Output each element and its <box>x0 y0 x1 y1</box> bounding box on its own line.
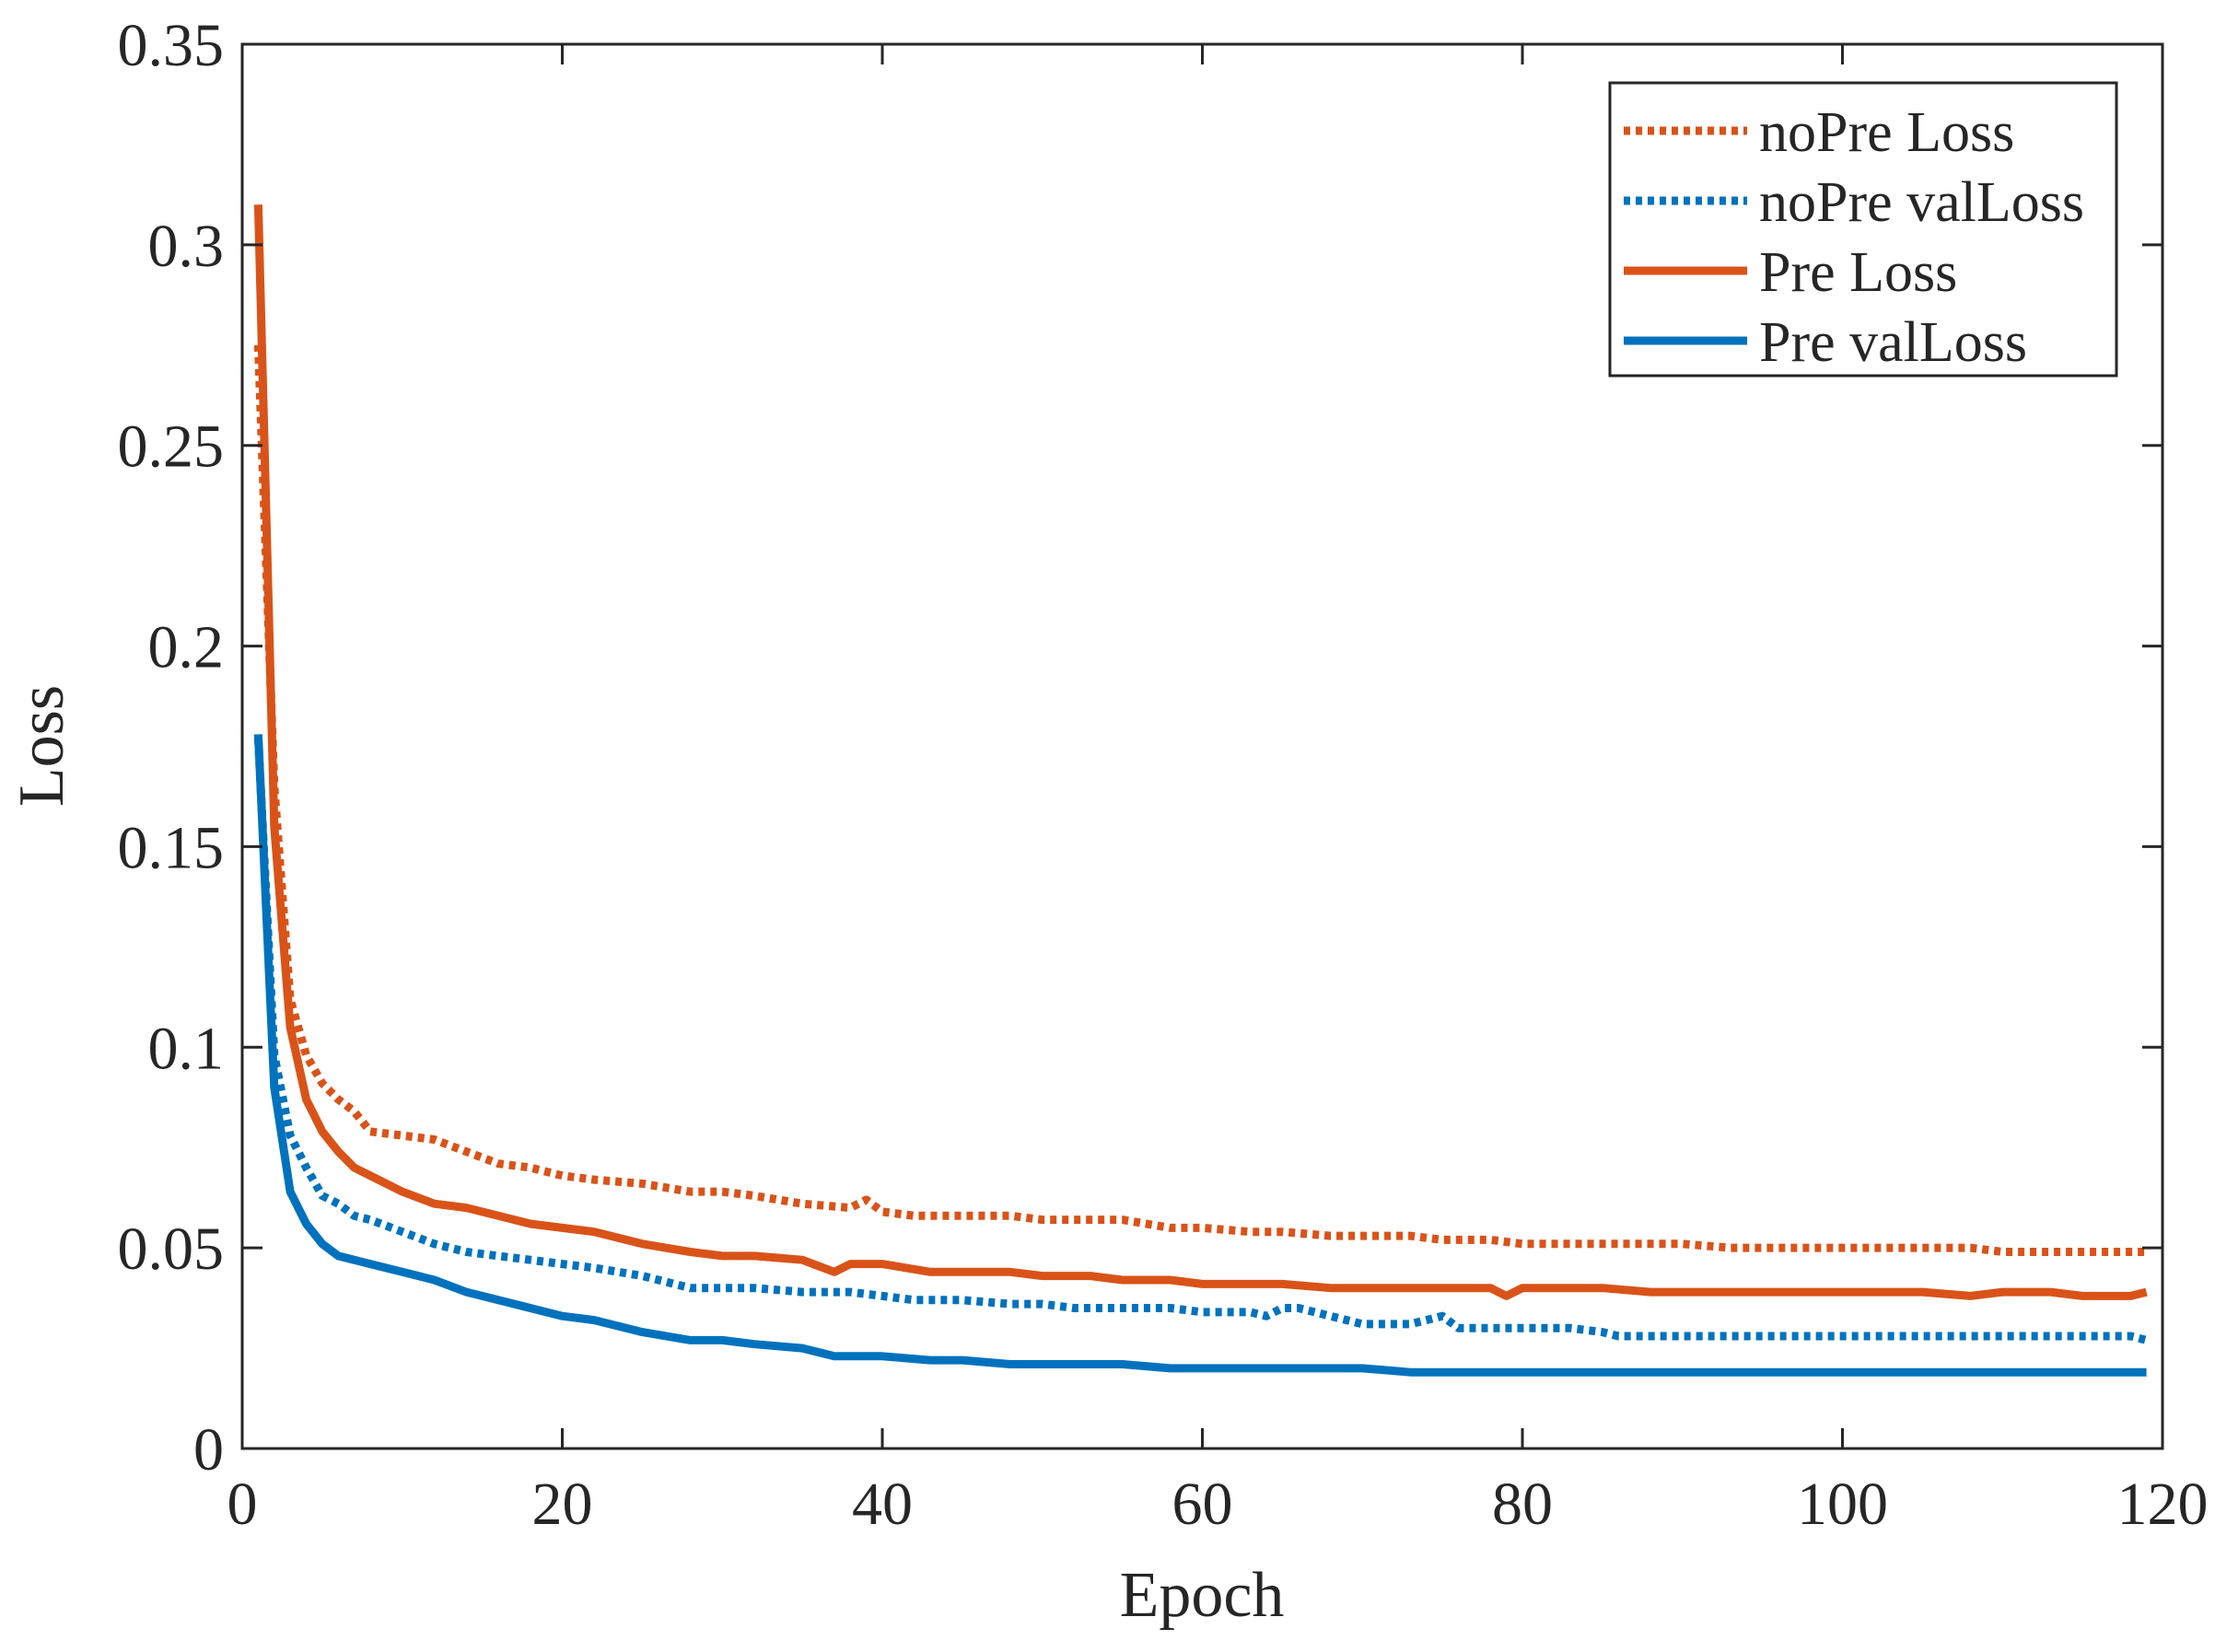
y-tick-label: 0.2 <box>148 614 225 681</box>
x-tick-label: 80 <box>1492 1471 1553 1538</box>
legend-label: noPre Loss <box>1759 101 2014 164</box>
x-tick-label: 20 <box>532 1471 593 1538</box>
y-tick-label: 0.35 <box>118 12 225 79</box>
series-line-pre-loss <box>253 204 2148 1300</box>
y-tick-label: 0.15 <box>118 814 225 881</box>
x-axis-label: Epoch <box>1120 1560 1285 1631</box>
y-axis: 0 0.05 0.1 0.15 0.2 0.25 0.3 0.35 <box>118 12 2163 1483</box>
legend: noPre Loss noPre valLoss Pre Loss Pre valLo… <box>1608 81 2118 378</box>
x-axis: 0 20 40 60 80 100 120 <box>227 44 2209 1538</box>
y-tick-label: 0.1 <box>148 1015 225 1082</box>
x-tick-label: 120 <box>2117 1471 2209 1538</box>
series-layer <box>253 204 2148 1377</box>
x-tick-label: 40 <box>852 1471 913 1538</box>
legend-box <box>1608 81 2118 378</box>
legend-label: Pre Loss <box>1759 241 1957 304</box>
y-tick-label: 0.3 <box>148 213 225 280</box>
series-line-pre-valloss <box>253 734 2147 1377</box>
y-axis-label: Loss <box>6 685 77 807</box>
x-tick-label: 0 <box>227 1471 258 1538</box>
x-tick-label: 60 <box>1172 1471 1233 1538</box>
y-tick-label: 0.05 <box>118 1216 225 1283</box>
legend-label: Pre valLoss <box>1759 311 2027 374</box>
legend-label: noPre valLoss <box>1759 171 2084 234</box>
y-tick-label: 0.25 <box>118 413 225 481</box>
x-tick-label: 100 <box>1797 1471 1888 1538</box>
series-line-nopre-loss <box>253 344 2147 1256</box>
y-tick-label: 0 <box>193 1416 224 1483</box>
